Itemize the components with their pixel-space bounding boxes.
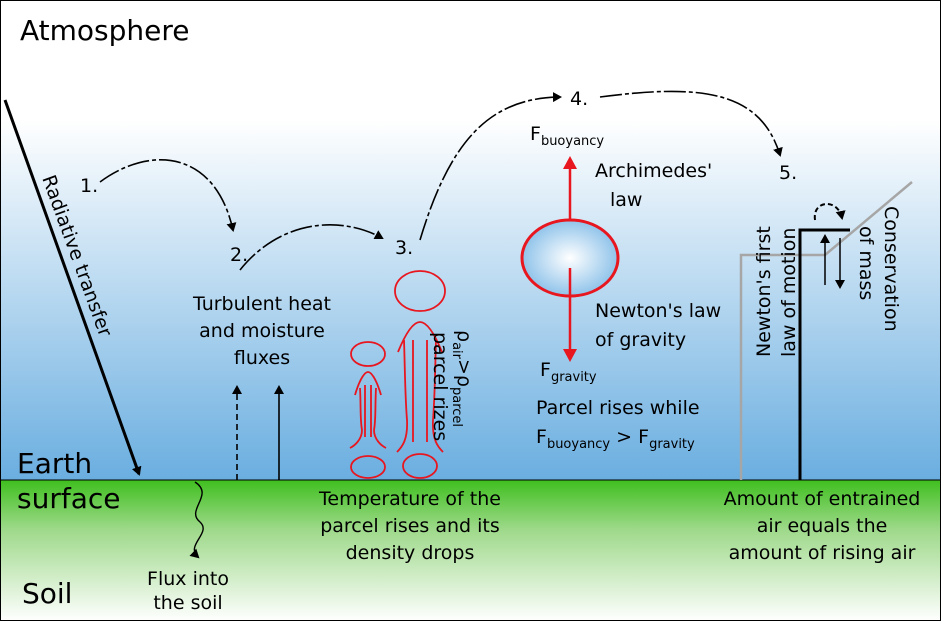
f-symbol: F — [536, 426, 547, 448]
soil-flux-line2: the soil — [153, 592, 222, 614]
f-symbol: F — [540, 359, 551, 381]
radiative-transfer-arrow — [3, 99, 142, 476]
archimedes-line1: Archimedes' — [595, 160, 712, 182]
turbulent-fluxes-line1: Turbulent heat — [192, 293, 331, 315]
step-5-number: 5. — [779, 162, 797, 184]
large-parcel-base — [402, 453, 438, 479]
parcel-rises-line2: Fbuoyancy > Fgravity — [536, 426, 695, 452]
connector-4-to-5-arrow — [599, 90, 783, 157]
greater-rho: >ρ — [453, 359, 475, 387]
temperature-caption-line1: Temperature of the — [318, 488, 501, 510]
step-2-number: 2. — [230, 244, 248, 266]
connector-2-to-3-arrow — [239, 224, 384, 271]
step-3-number: 3. — [395, 237, 413, 259]
step-1-number: 1. — [80, 175, 98, 197]
circulation-loop-arrow — [813, 203, 846, 221]
step-4-number: 4. — [570, 88, 588, 110]
connector-3-to-4-arrow — [419, 92, 562, 241]
turbulent-fluxes-line2: and moisture — [199, 320, 325, 342]
parcel-rises-line1: Parcel rises while — [536, 397, 700, 419]
conservation-line2: of mass — [855, 226, 877, 300]
entrainment-caption-line1: Amount of entrained — [724, 488, 921, 510]
newton-gravity-line2: of gravity — [595, 329, 686, 351]
surface-label: surface — [17, 482, 120, 515]
small-parcel-head — [350, 341, 386, 367]
density-condition-label: ρair>ρparcel — [449, 330, 475, 427]
small-parcel-body — [349, 371, 387, 449]
rho-symbol: ρ — [453, 330, 475, 342]
earth-label: Earth — [17, 447, 92, 480]
parcel-rizes-label: parcel rizes — [429, 332, 451, 441]
conservation-line1: Conservation — [880, 206, 902, 332]
archimedes-line2: law — [610, 189, 642, 211]
temperature-caption-line2: parcel rises and its — [320, 515, 500, 537]
turbulent-fluxes-line3: fluxes — [234, 347, 290, 369]
atmosphere-label: Atmosphere — [20, 14, 190, 47]
gravity-subscript: gravity — [551, 370, 597, 385]
soil-layer — [0, 480, 941, 621]
connector-1-to-2-arrow — [99, 159, 237, 232]
buoyancy-subscript: buoyancy — [541, 134, 604, 149]
entrainment-outline — [739, 181, 913, 480]
large-parcel-body — [396, 321, 444, 453]
f-buoyancy-label: Fbuoyancy — [530, 123, 604, 149]
atmosphere-layer — [0, 0, 941, 480]
soil-label: Soil — [22, 577, 72, 610]
newton-first-law-line2: law of motion — [778, 228, 800, 357]
newton-gravity-line1: Newton's law — [595, 300, 721, 322]
air-subscript: air — [449, 342, 464, 360]
entrainment-caption-line3: amount of rising air — [729, 542, 916, 564]
gravity-subscript: gravity — [649, 437, 695, 452]
buoyancy-subscript: buoyancy — [547, 437, 610, 452]
parcel-subscript: parcel — [449, 387, 464, 427]
greater-than-f: > F — [610, 426, 649, 448]
newton-first-law-line1: Newton's first — [753, 226, 775, 357]
temperature-caption-line3: density drops — [346, 542, 475, 564]
rising-column-outline — [798, 228, 850, 480]
soil-flux-line1: Flux into — [147, 568, 229, 590]
small-parcel-base — [350, 455, 386, 479]
soil-flux-arrow — [189, 481, 204, 559]
f-gravity-label: Fgravity — [540, 359, 597, 385]
large-parcel-head — [394, 270, 446, 312]
f-symbol: F — [530, 123, 541, 145]
entrainment-caption-line2: air equals the — [757, 515, 888, 537]
